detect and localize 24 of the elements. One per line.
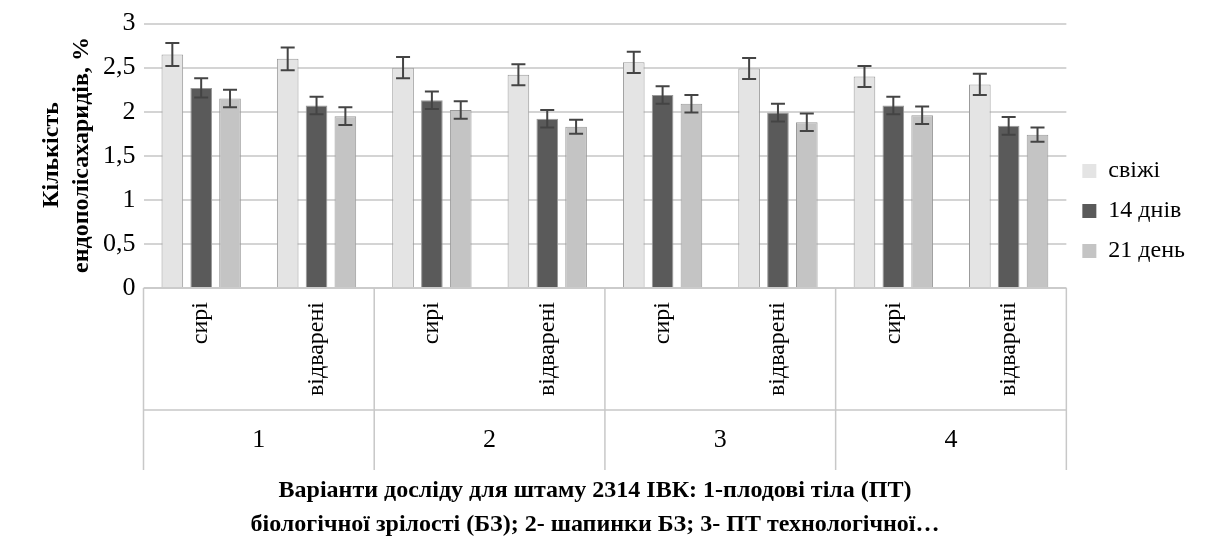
x-tick-label: відварені (301, 301, 328, 396)
text: 2 (483, 423, 497, 453)
x-tick-label: сирі (878, 301, 905, 345)
x-tick-label: відварені (763, 301, 790, 396)
x-tick-label: сирі (417, 301, 444, 345)
x-tick-label: відварені (532, 301, 559, 396)
y-tick-label: 0 (122, 271, 136, 301)
legend-label: 21 день (1108, 236, 1186, 263)
legend-label: свіжі (1108, 156, 1161, 183)
y-axis-title: Кількість ендополісахаридів, % (37, 37, 93, 273)
y-tick-label: 3 (122, 7, 136, 37)
x-tick-label: сирі (647, 301, 674, 345)
x-tick-label: відварені (993, 301, 1020, 396)
text: 1 (252, 423, 266, 453)
y-tick-label: 1,5 (103, 139, 136, 169)
y-tick-label: 2,5 (103, 51, 136, 81)
text: 4 (944, 423, 958, 453)
y-tick-label: 0,5 (103, 227, 136, 257)
legend-label: 14 днів (1108, 196, 1182, 223)
text: 3 (713, 423, 727, 453)
x-axis-title: Варіанти досліду для штаму 2314 ІВК: 1-плодові тіла (ПТ) біологічної зрілості (БЗ); 2- шапинки БЗ; 3- ПТ технологічної… (249, 475, 941, 538)
y-tick-label: 1 (122, 183, 136, 213)
y-tick-label: 2 (122, 95, 136, 125)
x-tick-label: сирі (186, 301, 213, 345)
